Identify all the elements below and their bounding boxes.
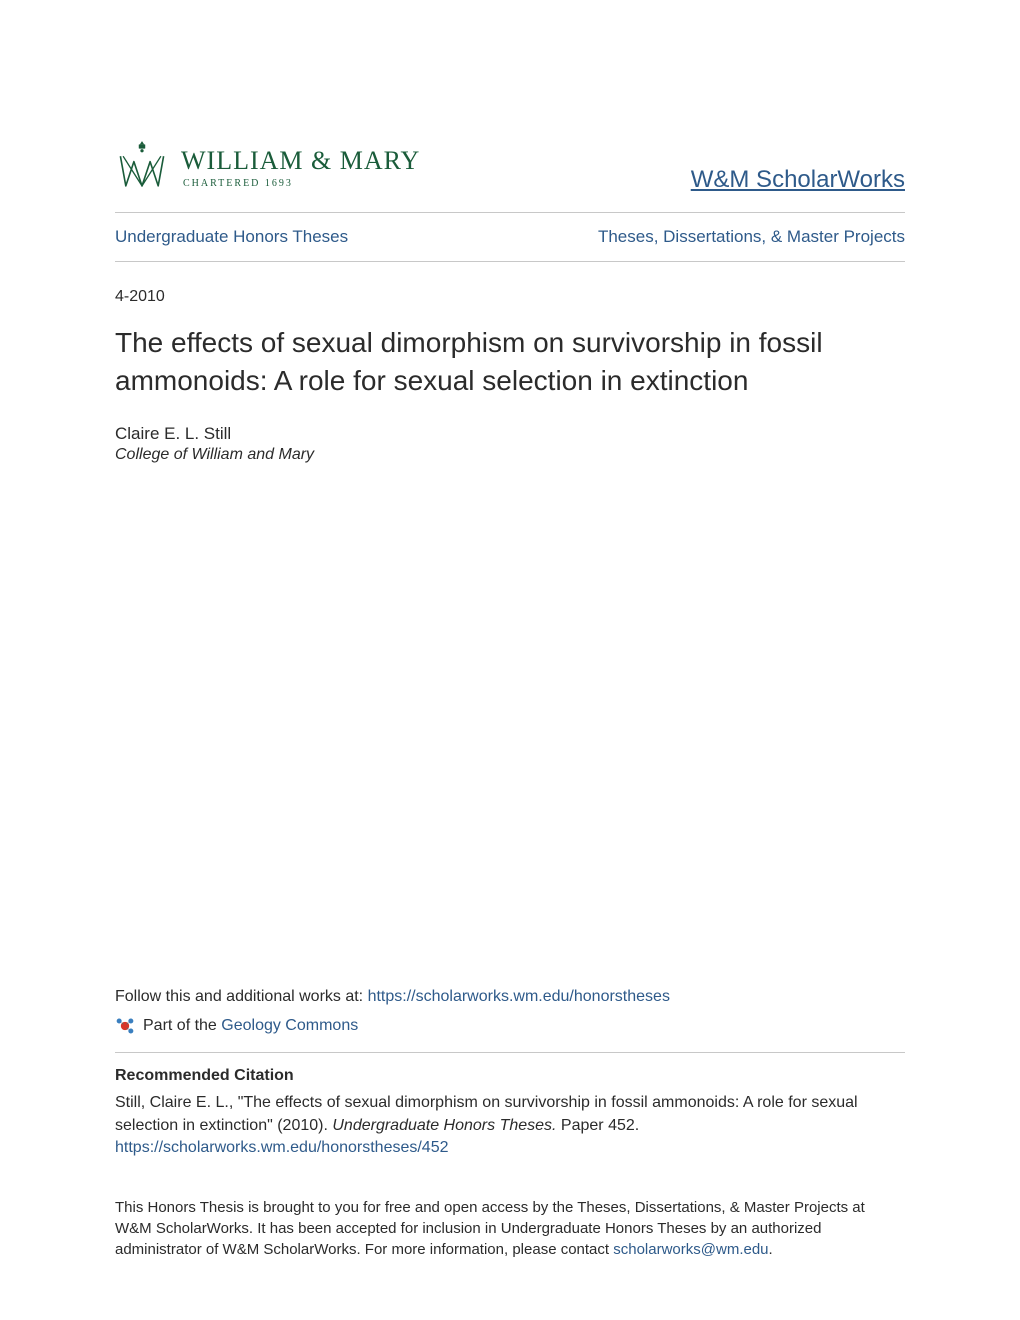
commons-line: Part of the Geology Commons — [115, 1016, 905, 1036]
breadcrumb-nav: Undergraduate Honors Theses Theses, Diss… — [115, 213, 905, 261]
follow-url-link[interactable]: https://scholarworks.wm.edu/honorstheses — [368, 988, 670, 1005]
commons-link[interactable]: Geology Commons — [221, 1017, 358, 1034]
citation-series: Undergraduate Honors Theses. — [332, 1117, 556, 1134]
parent-collection-link[interactable]: Theses, Dissertations, & Master Projects — [598, 227, 905, 247]
network-icon — [115, 1016, 135, 1036]
contact-email-link[interactable]: scholarworks@wm.edu — [613, 1241, 768, 1258]
citation-body: Still, Claire E. L., "The effects of sex… — [115, 1091, 905, 1137]
institution-logo: WILLIAM & MARY CHARTERED 1693 — [115, 140, 420, 194]
wm-logo-mark — [115, 140, 169, 194]
site-title-link[interactable]: W&M ScholarWorks — [691, 166, 905, 194]
author-affiliation: College of William and Mary — [115, 446, 905, 464]
divider-nav — [115, 261, 905, 262]
footer-block: Follow this and additional works at: htt… — [115, 988, 905, 1260]
author-name: Claire E. L. Still — [115, 424, 905, 444]
citation-heading: Recommended Citation — [115, 1067, 905, 1085]
collection-link[interactable]: Undergraduate Honors Theses — [115, 227, 348, 247]
follow-prefix: Follow this and additional works at: — [115, 988, 368, 1005]
follow-works-line: Follow this and additional works at: htt… — [115, 988, 905, 1006]
access-statement: This Honors Thesis is brought to you for… — [115, 1197, 905, 1260]
citation-text-2: Paper 452. — [556, 1117, 639, 1134]
institution-charter: CHARTERED 1693 — [183, 178, 420, 189]
citation-url-link[interactable]: https://scholarworks.wm.edu/honorstheses… — [115, 1139, 905, 1157]
commons-text: Part of the Geology Commons — [143, 1017, 358, 1035]
paper-title: The effects of sexual dimorphism on surv… — [115, 324, 905, 400]
commons-prefix: Part of the — [143, 1017, 221, 1034]
institution-name: WILLIAM & MARY — [181, 146, 420, 176]
divider-citation — [115, 1052, 905, 1053]
header-row: WILLIAM & MARY CHARTERED 1693 W&M Schola… — [115, 140, 905, 194]
publication-date: 4-2010 — [115, 288, 905, 306]
institution-logo-text: WILLIAM & MARY CHARTERED 1693 — [181, 146, 420, 189]
access-text-2: . — [769, 1241, 773, 1258]
